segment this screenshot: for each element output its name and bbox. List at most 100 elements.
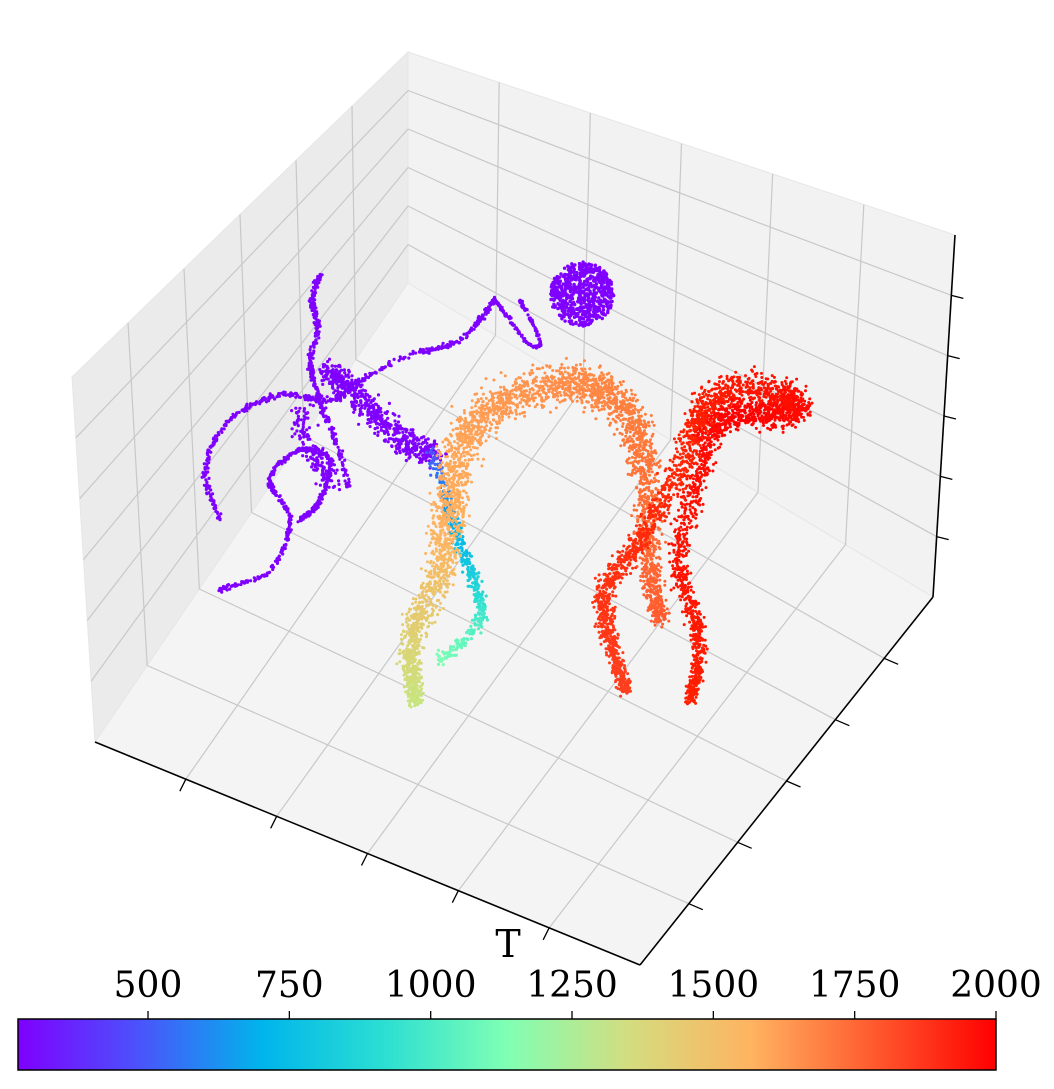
data-point [467,571,471,575]
grid-line [199,588,738,843]
data-point [258,402,262,406]
data-point [269,472,274,476]
data-point [400,633,403,637]
data-point [318,278,322,282]
data-point [225,588,229,592]
data-point [278,461,282,465]
data-point [631,428,635,432]
axis-tick [360,853,369,866]
data-point [343,472,347,476]
data-point [425,455,429,459]
data-point [628,435,632,439]
data-point [447,652,451,656]
data-point [290,427,294,431]
data-point [314,386,318,390]
data-point [408,352,412,356]
data-point [563,308,567,312]
axis-tick [883,657,899,665]
data-point [604,275,608,279]
data-point [392,357,396,361]
data-point [372,397,376,401]
data-point [604,302,609,306]
data-point [228,587,232,591]
data-point [421,646,424,649]
data-point [291,393,295,397]
data-point [519,376,522,380]
data-point [445,579,449,583]
data-point [321,447,325,451]
data-point [312,509,316,513]
data-point [233,582,237,586]
data-point [640,561,644,565]
data-point [574,363,578,367]
data-point [641,459,644,463]
data-point [521,303,525,307]
data-point [311,462,315,466]
data-point [308,348,312,352]
data-point [581,285,585,289]
data-point [429,541,433,545]
data-point [347,375,351,379]
data-point [325,480,329,485]
data-point [588,303,593,307]
data-point [286,454,290,458]
data-point [324,488,328,492]
data-point [592,307,596,311]
data-point [430,508,434,512]
data-point [488,301,492,305]
data-point [658,459,662,463]
data-point [436,658,441,662]
data-point [396,420,400,424]
data-point [441,663,445,667]
data-point [607,285,611,289]
data-point [368,420,372,424]
data-point [319,493,323,497]
data-point [282,543,286,547]
data-point [588,318,593,323]
data-point [229,416,233,420]
scatter-points [200,260,814,709]
data-point [320,461,324,465]
data-point [435,509,439,513]
data-point [350,400,354,404]
data-point [249,579,253,583]
data-point [360,383,364,387]
data-point [285,510,289,514]
data-point [271,394,275,398]
data-point [321,370,325,374]
data-point [273,397,277,401]
data-point [303,449,307,453]
data-point [312,291,316,295]
data-point [527,342,531,346]
data-point [568,265,573,270]
data-point [462,447,466,450]
data-point [330,427,334,431]
data-point [417,593,421,597]
data-point [444,651,448,655]
data-point [533,392,536,396]
data-point [394,437,398,441]
data-point [393,419,397,423]
data-point [494,299,498,303]
data-point [479,618,483,622]
data-point [599,303,603,308]
data-point [331,386,335,390]
data-point [317,397,321,401]
data-point [304,416,308,420]
data-point [398,451,402,455]
data-point [523,414,527,418]
data-point [242,580,246,584]
axis-tick [940,475,953,480]
data-point [277,499,281,503]
data-point [640,503,644,507]
data-point [294,406,298,410]
data-point [460,538,464,542]
data-point [385,410,389,414]
data-point [423,439,428,443]
data-point [312,384,316,388]
data-point [376,393,381,397]
data-point [469,637,473,641]
data-point [593,263,597,268]
data-point [298,395,302,399]
data-point [314,451,318,455]
